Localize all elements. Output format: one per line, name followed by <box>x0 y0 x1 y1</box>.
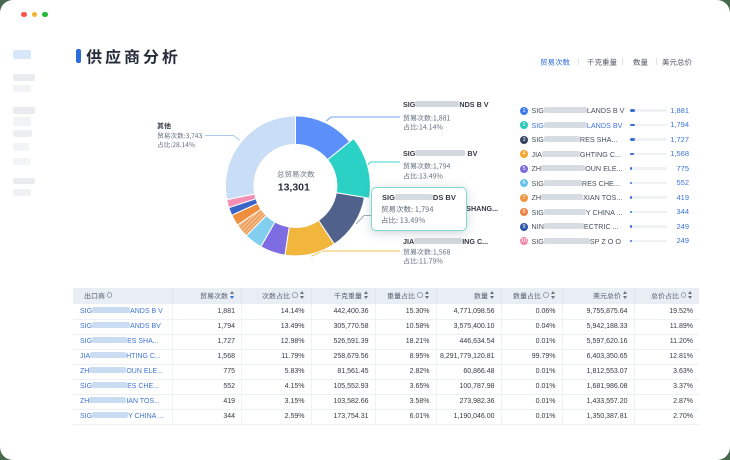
svg-text:13,301: 13,301 <box>278 182 310 194</box>
